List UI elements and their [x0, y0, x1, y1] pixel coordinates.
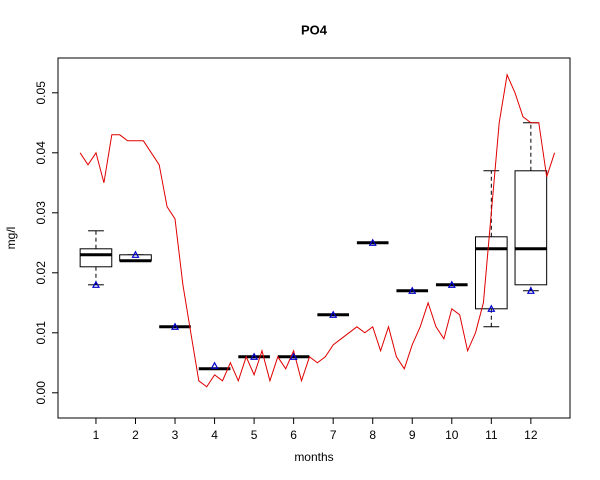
mean-marker	[329, 310, 338, 318]
mean-marker	[368, 238, 377, 246]
y-tick-label: 0.01	[34, 321, 48, 345]
mean-marker	[250, 352, 259, 360]
x-tick-label: 1	[93, 428, 100, 442]
mean-marker	[131, 250, 140, 258]
x-tick-label: 6	[290, 428, 297, 442]
box	[79, 248, 113, 268]
y-tick-label: 0.04	[34, 141, 48, 165]
x-axis-label: months	[294, 450, 333, 464]
x-tick-label: 7	[330, 428, 337, 442]
x-tick-label: 9	[409, 428, 416, 442]
x-tick-label: 12	[524, 428, 538, 442]
mean-marker	[447, 280, 456, 288]
series-line	[79, 73, 556, 388]
mean-marker	[289, 352, 298, 360]
chart-title: PO4	[301, 22, 328, 37]
x-tick-label: 4	[211, 428, 218, 442]
mean-marker	[526, 286, 535, 294]
x-tick-label: 5	[251, 428, 258, 442]
x-tick-label: 2	[132, 428, 139, 442]
y-tick-label: 0.00	[34, 381, 48, 405]
mean-marker	[210, 361, 219, 369]
plot-frame	[57, 57, 571, 419]
x-tick-label: 10	[445, 428, 459, 442]
box	[514, 170, 548, 286]
y-tick-label: 0.03	[34, 201, 48, 225]
mean-marker	[171, 322, 180, 330]
x-tick-label: 3	[172, 428, 179, 442]
y-tick-label: 0.05	[34, 81, 48, 105]
y-tick-label: 0.02	[34, 261, 48, 285]
mean-marker	[91, 280, 100, 288]
mean-marker	[487, 304, 496, 312]
mean-marker	[408, 286, 417, 294]
y-axis-label: mg/l	[4, 227, 18, 250]
x-tick-label: 11	[485, 428, 498, 442]
x-tick-label: 8	[369, 428, 376, 442]
